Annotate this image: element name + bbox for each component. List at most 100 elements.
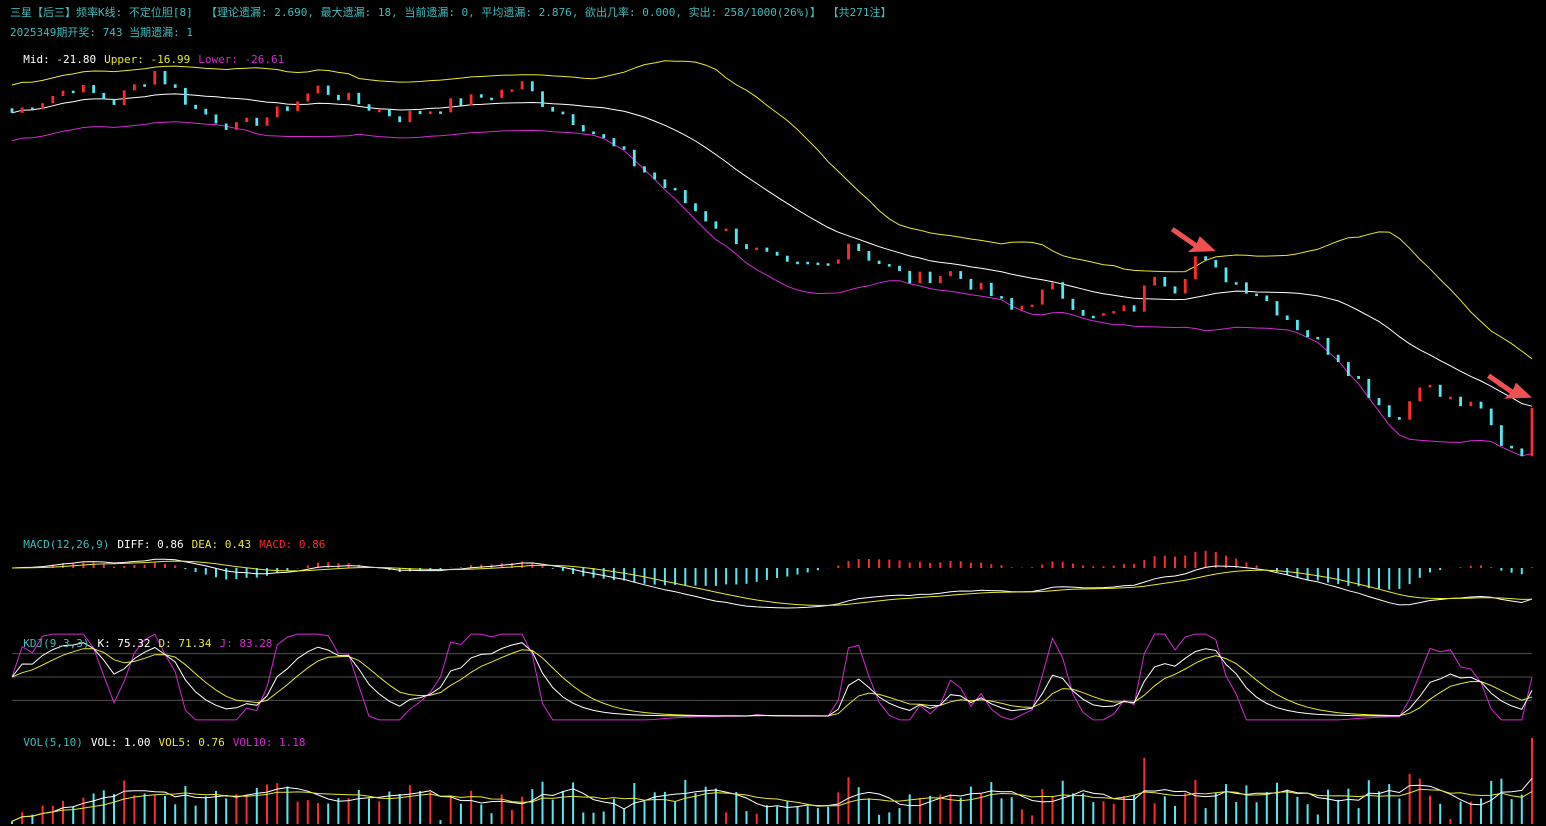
volume-bar bbox=[429, 792, 432, 824]
volume-bar bbox=[480, 804, 483, 824]
volume-bar bbox=[684, 779, 687, 824]
macd-bar bbox=[980, 562, 983, 568]
volume-bar bbox=[143, 793, 146, 824]
volume-bar bbox=[643, 801, 646, 824]
volume-bar bbox=[1378, 791, 1380, 824]
macd-bar bbox=[1194, 551, 1197, 568]
macd-bar bbox=[572, 568, 575, 574]
candle bbox=[1387, 405, 1391, 417]
macd-bar bbox=[990, 564, 993, 568]
macd-bar bbox=[1051, 561, 1054, 568]
candle bbox=[61, 90, 65, 96]
candle bbox=[469, 94, 473, 106]
macd-bar bbox=[755, 568, 758, 582]
candle bbox=[755, 247, 759, 251]
macd-bar bbox=[918, 561, 921, 568]
macd-bar bbox=[714, 568, 717, 586]
volume-bar bbox=[786, 800, 789, 824]
volume-bar bbox=[470, 790, 473, 824]
candle bbox=[1408, 401, 1411, 420]
candle bbox=[1204, 256, 1207, 260]
macd-bar bbox=[1163, 555, 1166, 568]
candle bbox=[520, 81, 524, 90]
volume-bar bbox=[898, 808, 901, 824]
candle bbox=[439, 111, 442, 114]
candle bbox=[918, 271, 922, 284]
volume-bar bbox=[755, 814, 758, 824]
candle bbox=[959, 271, 963, 279]
candle bbox=[653, 172, 657, 180]
volume-bar bbox=[1469, 801, 1472, 824]
candle bbox=[847, 243, 850, 260]
volume-bar bbox=[1153, 803, 1156, 824]
macd-bar bbox=[1347, 568, 1350, 586]
volume-bar bbox=[765, 805, 768, 824]
macd-bar bbox=[959, 561, 962, 568]
macd-bar bbox=[143, 564, 146, 568]
candle bbox=[1336, 354, 1340, 363]
macd-bar bbox=[1112, 565, 1115, 568]
volume-bar bbox=[1255, 802, 1258, 824]
volume-bar bbox=[521, 796, 524, 824]
macd-bar bbox=[1459, 567, 1462, 568]
candle bbox=[1040, 289, 1044, 305]
macd-bar bbox=[255, 568, 258, 578]
candle bbox=[357, 92, 361, 105]
candle bbox=[1357, 376, 1360, 379]
volume-bar bbox=[827, 806, 830, 824]
macd-bar bbox=[1225, 555, 1227, 568]
macd-bar bbox=[1174, 556, 1176, 568]
macd-bar bbox=[674, 568, 677, 585]
candle bbox=[1367, 378, 1371, 398]
volume-bar bbox=[776, 806, 779, 824]
candle bbox=[408, 110, 412, 123]
volume-bar bbox=[1020, 809, 1023, 824]
macd-bar bbox=[765, 568, 768, 580]
macd-bar bbox=[806, 568, 809, 573]
volume-bar bbox=[582, 812, 585, 824]
candle bbox=[1347, 362, 1350, 376]
candle bbox=[1010, 298, 1014, 310]
candle bbox=[255, 117, 259, 126]
candle bbox=[602, 134, 606, 139]
macd-bar bbox=[623, 568, 626, 581]
macd-bar bbox=[939, 562, 942, 568]
volume-bar bbox=[408, 785, 411, 824]
macd-bar bbox=[521, 561, 524, 568]
candle bbox=[775, 251, 779, 256]
volume-bar bbox=[837, 792, 840, 824]
macd-bar bbox=[888, 559, 891, 568]
volume-bar bbox=[306, 800, 309, 824]
candle bbox=[1428, 384, 1432, 388]
kdj-d: D: 71.34 bbox=[158, 637, 212, 650]
candle bbox=[785, 255, 789, 262]
candle bbox=[1234, 282, 1238, 285]
volume-bar bbox=[1367, 780, 1370, 824]
macd-bar bbox=[510, 562, 513, 568]
candle bbox=[316, 85, 320, 94]
candle bbox=[1194, 256, 1197, 279]
volume-bar bbox=[337, 798, 340, 824]
macd-bar bbox=[153, 562, 156, 568]
signal-arrow bbox=[1170, 227, 1216, 253]
candle bbox=[1449, 396, 1452, 400]
macd-bar bbox=[1500, 568, 1503, 571]
volume-bar bbox=[623, 809, 626, 824]
candle bbox=[428, 111, 432, 115]
volume-bar bbox=[1357, 808, 1360, 824]
volume-bar bbox=[1429, 795, 1431, 824]
volume-bar bbox=[286, 786, 289, 824]
macd-bar bbox=[480, 564, 483, 568]
macd-bar bbox=[929, 562, 932, 568]
macd-bar bbox=[653, 568, 656, 585]
macd-bar bbox=[735, 568, 738, 585]
volume-bar bbox=[1225, 784, 1227, 824]
boll-lower-line bbox=[11, 121, 1533, 457]
volume-bar bbox=[1133, 794, 1136, 824]
candle bbox=[796, 261, 799, 265]
candle bbox=[1275, 301, 1279, 316]
macd-bar bbox=[337, 563, 340, 568]
macd-dea-line bbox=[11, 560, 1533, 606]
macd-bar bbox=[62, 563, 64, 568]
